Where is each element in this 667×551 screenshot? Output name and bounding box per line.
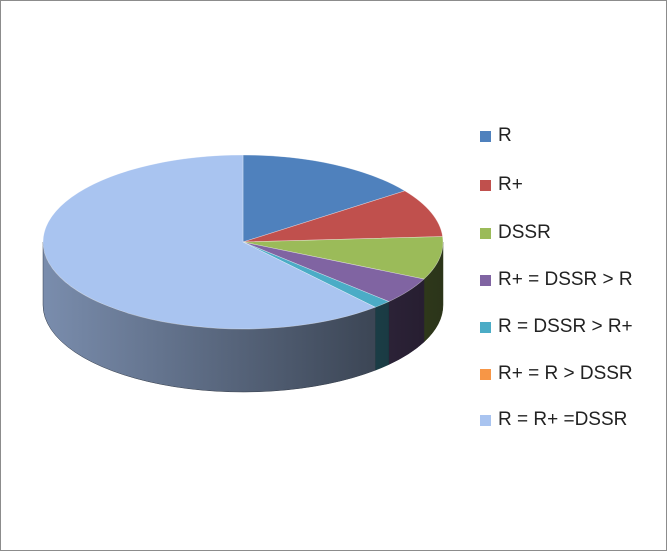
legend-item-r-eq-rplus-eq-dssr: R = R+ =DSSR [480,405,627,435]
legend-item-rplus-eq-r-gt-dssr: R+ = R > DSSR [480,359,633,389]
pie-side-r-dssr-rplus [375,301,390,371]
legend-item-r-eq-dssr-gt-rplus: R = DSSR > R+ [480,312,633,342]
legend-label-rplus-eq-dssr-gt-r: R+ = DSSR > R [498,269,633,290]
legend-swatch-r [480,130,491,142]
pie-side-walls [42,241,444,393]
legend-item-rplus-eq-dssr-gt-r: R+ = DSSR > R [480,265,633,295]
legend-label-rplus-eq-r-gt-dssr: R+ = R > DSSR [498,363,633,384]
legend-swatch-r-eq-rplus-eq-dssr [480,414,491,426]
pie-slice-r [242,154,406,243]
legend-label-r-eq-rplus-eq-dssr: R = R+ =DSSR [498,409,628,430]
pie-slice-rplus [242,190,443,243]
legend-swatch-r-plus [480,179,491,191]
pie-slice-dssr [242,236,444,280]
legend-swatch-rplus-eq-dssr-gt-r [480,274,491,286]
legend-label-r-eq-dssr-gt-rplus: R = DSSR > R+ [498,316,633,337]
pie-top-faces [42,154,444,330]
legend-item-dssr: DSSR [480,218,551,248]
legend-swatch-dssr [480,227,491,239]
legend-item-r-plus: R+ [480,170,523,200]
legend-label-dssr: DSSR [498,222,551,243]
legend-label-r-plus: R+ [498,174,523,195]
legend-item-r: R [480,121,512,151]
legend-swatch-r-eq-dssr-gt-rplus [480,321,491,333]
legend-swatch-rplus-eq-r-gt-dssr [480,368,491,380]
legend-label-r: R [498,125,512,146]
pie-slice-r-rplus-dssr [42,154,377,330]
